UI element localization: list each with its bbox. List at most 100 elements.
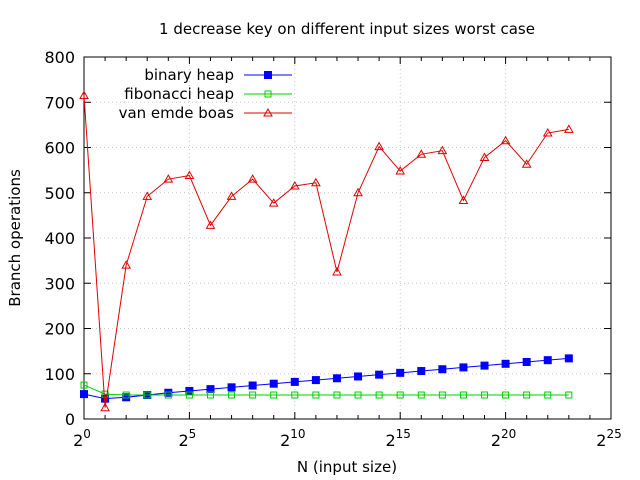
data-point-fibonacci-heap — [80, 381, 88, 389]
data-point-van-emde-boas — [353, 187, 363, 197]
x-tick-label: 210 — [280, 427, 305, 450]
data-point-fibonacci-heap — [565, 391, 573, 399]
y-tick-label: 400 — [44, 229, 75, 248]
data-point-binary-heap — [311, 376, 320, 385]
y-axis-label: Branch operations — [6, 169, 24, 307]
data-point-fibonacci-heap — [164, 391, 172, 399]
data-point-fibonacci-heap — [544, 391, 552, 399]
data-point-van-emde-boas — [142, 191, 153, 200]
series-fibonacci-heap — [80, 381, 573, 399]
legend-label: fibonacci heap — [124, 85, 234, 103]
data-point-binary-heap — [269, 379, 278, 388]
data-point-van-emde-boas — [437, 145, 448, 155]
x-tick-label: 25 — [178, 427, 196, 450]
data-point-fibonacci-heap — [481, 391, 489, 399]
y-tick-label: 700 — [44, 93, 75, 112]
data-point-binary-heap — [185, 386, 194, 395]
data-point-fibonacci-heap — [312, 391, 320, 399]
data-point-van-emde-boas — [184, 170, 195, 180]
data-point-fibonacci-heap — [333, 391, 341, 399]
series-layer — [79, 90, 574, 412]
series-van-emde-boas — [79, 90, 574, 412]
x-tick-label: 220 — [491, 427, 516, 450]
legend-entry-binary-heap: binary heap — [144, 66, 292, 84]
y-tick-label: 100 — [44, 365, 75, 384]
data-point-binary-heap — [480, 361, 489, 370]
x-tick-label: 20 — [73, 427, 91, 450]
data-point-van-emde-boas — [416, 149, 427, 158]
data-point-fibonacci-heap — [354, 391, 362, 399]
data-point-fibonacci-heap — [523, 391, 531, 399]
data-point-van-emde-boas — [374, 141, 384, 151]
data-point-fibonacci-heap — [143, 391, 151, 399]
y-tick-label: 200 — [44, 320, 75, 339]
data-point-binary-heap — [206, 385, 215, 394]
data-point-fibonacci-heap — [502, 391, 510, 399]
data-point-fibonacci-heap — [101, 390, 109, 398]
legend-entry-fibonacci-heap: fibonacci heap — [124, 85, 292, 103]
data-point-binary-heap — [248, 381, 257, 390]
data-point-van-emde-boas — [500, 135, 511, 145]
data-point-fibonacci-heap — [417, 391, 425, 399]
series-line-fibonacci-heap — [83, 384, 569, 396]
data-point-fibonacci-heap — [185, 391, 193, 399]
legend-label: binary heap — [144, 66, 234, 84]
data-point-binary-heap — [396, 368, 405, 377]
y-tick-label: 500 — [44, 184, 75, 203]
data-point-van-emde-boas — [458, 195, 469, 204]
data-point-van-emde-boas — [121, 260, 132, 269]
legend-marker-fibonacci-heap — [264, 90, 272, 98]
data-point-van-emde-boas — [100, 402, 110, 412]
data-point-van-emde-boas — [311, 177, 321, 187]
data-point-van-emde-boas — [521, 159, 532, 168]
data-point-van-emde-boas — [268, 198, 279, 207]
data-point-binary-heap — [459, 363, 468, 372]
y-tick-label: 600 — [44, 139, 75, 158]
data-point-van-emde-boas — [226, 191, 237, 200]
data-point-fibonacci-heap — [438, 391, 446, 399]
data-point-binary-heap — [227, 383, 236, 392]
data-point-van-emde-boas — [205, 220, 216, 229]
data-point-binary-heap — [438, 365, 447, 374]
y-tick-label: 800 — [44, 48, 75, 67]
grid — [84, 57, 611, 419]
data-point-van-emde-boas — [289, 180, 300, 190]
data-point-binary-heap — [564, 354, 573, 363]
data-point-van-emde-boas — [247, 174, 258, 183]
axis-ticks: 0 100 200 300 400 500 600 700 800 20 25 210 215 220 22… — [44, 48, 621, 450]
data-point-van-emde-boas — [479, 152, 490, 161]
data-point-binary-heap — [522, 357, 531, 366]
data-point-van-emde-boas — [563, 124, 574, 133]
data-point-fibonacci-heap — [375, 391, 383, 399]
data-point-binary-heap — [354, 372, 363, 381]
y-tick-label: 300 — [44, 274, 75, 293]
data-point-van-emde-boas — [163, 174, 174, 183]
legend-marker-van-emde-boas — [263, 107, 273, 117]
data-point-van-emde-boas — [395, 166, 406, 175]
data-point-binary-heap — [375, 370, 384, 379]
data-point-van-emde-boas — [79, 90, 89, 99]
data-point-fibonacci-heap — [396, 391, 404, 399]
data-point-fibonacci-heap — [291, 391, 299, 399]
series-line-van-emde-boas — [83, 95, 569, 408]
data-point-binary-heap — [417, 367, 426, 376]
x-tick-label: 225 — [596, 427, 621, 450]
y-tick-label: 0 — [65, 410, 75, 429]
x-axis-label: N (input size) — [297, 458, 397, 476]
series-line-binary-heap — [83, 357, 569, 400]
chart-title: 1 decrease key on different input sizes … — [159, 20, 535, 38]
data-point-van-emde-boas — [542, 128, 553, 137]
legend-label: van emde boas — [119, 104, 235, 122]
data-point-fibonacci-heap — [270, 391, 278, 399]
data-point-fibonacci-heap — [459, 391, 467, 399]
x-tick-label: 215 — [385, 427, 410, 450]
data-point-binary-heap — [290, 377, 299, 386]
data-point-binary-heap — [501, 359, 510, 368]
data-point-binary-heap — [543, 356, 552, 365]
data-point-fibonacci-heap — [249, 391, 257, 399]
legend-entry-van-emde-boas: van emde boas — [119, 104, 292, 122]
data-point-fibonacci-heap — [228, 391, 236, 399]
legend-marker-binary-heap — [264, 71, 272, 79]
